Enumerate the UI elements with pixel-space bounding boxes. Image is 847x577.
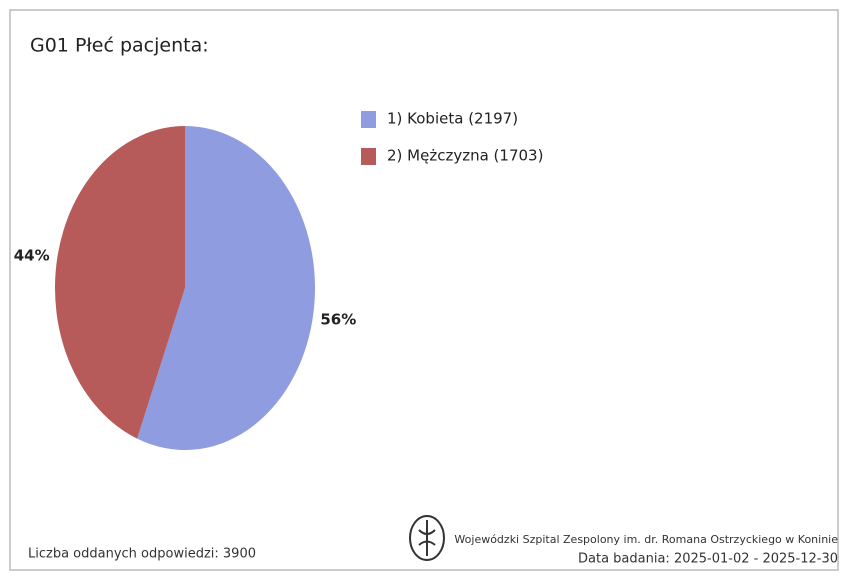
legend-label: 1) Kobieta (2197) xyxy=(387,110,518,128)
pie-slice xyxy=(137,126,316,451)
date-range: Data badania: 2025-01-02 - 2025-12-30 xyxy=(578,552,838,567)
value-label: 56% xyxy=(320,311,356,329)
response-count: Liczba oddanych odpowiedzi: 3900 xyxy=(28,547,256,562)
pie-slice xyxy=(55,126,185,439)
source: Wojewódzki Szpital Zespolony im. dr. Rom… xyxy=(454,533,838,546)
chart-title: G01 Płeć pacjenta: xyxy=(30,35,209,57)
legend-swatch xyxy=(361,148,376,165)
value-label: 44% xyxy=(14,246,50,264)
logo xyxy=(409,515,445,561)
legend-label: 2) Mężczyzna (1703) xyxy=(387,147,543,165)
legend-swatch xyxy=(361,111,376,128)
